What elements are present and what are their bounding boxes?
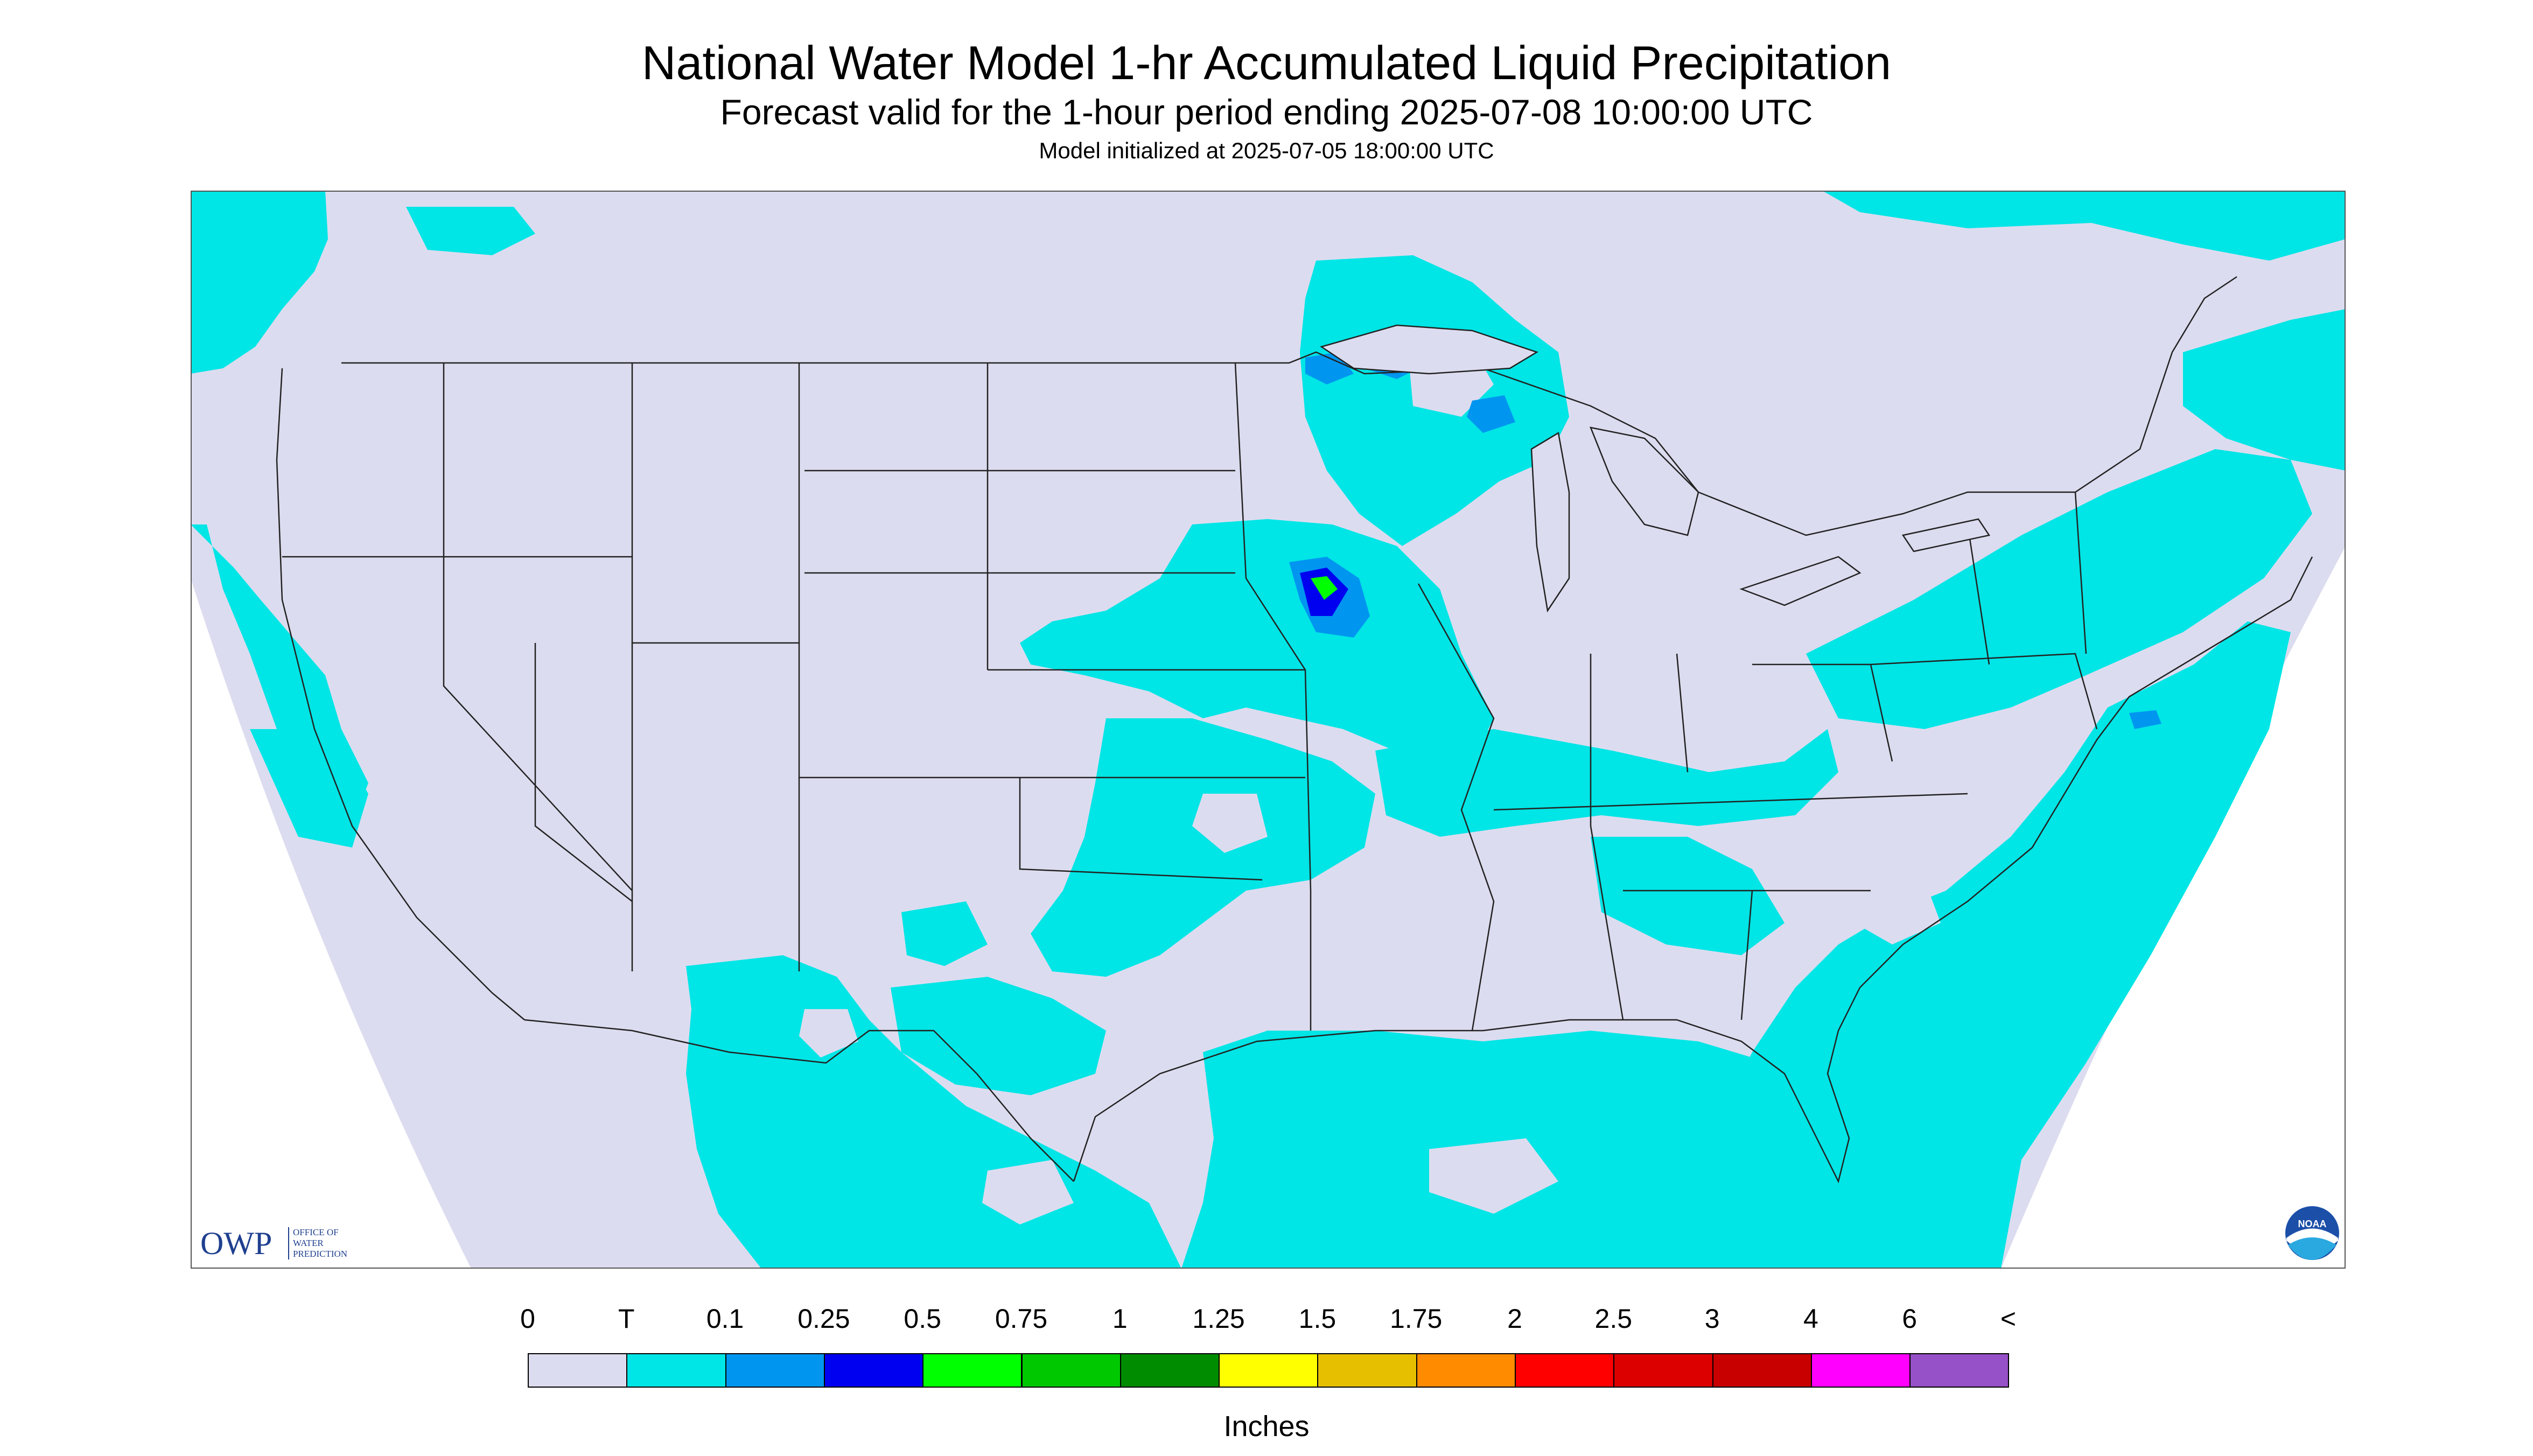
legend-label: 1: [1112, 1304, 1128, 1334]
boundaries: [276, 276, 2313, 1184]
precip-heavy: [1300, 568, 1348, 616]
precip-light: [191, 191, 2346, 1269]
legend-label: 2.5: [1594, 1304, 1633, 1334]
legend-swatch: [1810, 1353, 1911, 1388]
legend-swatch: [1317, 1353, 1417, 1388]
legend-units: Inches: [1223, 1410, 1310, 1443]
owp-logo: OWP OFFICE OF WATER PREDICTION: [200, 1226, 347, 1261]
legend-label: 0.25: [797, 1304, 850, 1334]
precipitation-map: OWP OFFICE OF WATER PREDICTION NOAA: [191, 191, 2346, 1269]
legend-label: 1.75: [1390, 1304, 1443, 1334]
legend-swatch: [1416, 1353, 1516, 1388]
legend-label: 0.5: [904, 1304, 941, 1334]
map-subtitle: Forecast valid for the 1-hour period end…: [720, 92, 1813, 132]
owp-logo-mark: OWP: [200, 1226, 272, 1261]
legend-swatch: [1712, 1353, 1812, 1388]
legend-label: 0.75: [995, 1304, 1048, 1334]
legend-swatch: [1515, 1353, 1615, 1388]
model-init-text: Model initialized at 2025-07-05 18:00:00…: [1039, 138, 1494, 163]
legend-swatch: [1021, 1353, 1121, 1388]
legend-label: T: [618, 1304, 635, 1334]
legend-label: 6: [1902, 1304, 1918, 1334]
legend-swatch: [823, 1353, 924, 1388]
map-title: National Water Model 1-hr Accumulated Li…: [641, 36, 1892, 89]
owp-logo-text-3: PREDICTION: [293, 1249, 347, 1259]
legend-label: 0: [520, 1304, 535, 1334]
legend-label: 2: [1507, 1304, 1522, 1334]
noaa-logo-text: NOAA: [2298, 1219, 2327, 1229]
precip-gaps: [799, 347, 1941, 1224]
noaa-logo: NOAA: [2285, 1206, 2339, 1260]
legend-swatch: [528, 1353, 628, 1388]
legend-label: 1.5: [1298, 1304, 1337, 1334]
great-lakes: [1320, 324, 1991, 613]
legend-swatch: [725, 1353, 825, 1388]
legend-swatch: [1613, 1353, 1713, 1388]
legend-swatch: [626, 1353, 726, 1388]
legend-label: 0.1: [706, 1304, 744, 1334]
legend-swatch: [922, 1353, 1023, 1388]
legend-label: <: [2000, 1304, 2017, 1334]
legend-label: 4: [1803, 1304, 1818, 1334]
legend-label: 3: [1704, 1304, 1720, 1334]
legend-swatch: [1119, 1353, 1220, 1388]
legend-swatch: [1909, 1353, 2010, 1388]
legend-swatch: [1219, 1353, 1319, 1388]
owp-logo-text-1: OFFICE OF: [293, 1227, 339, 1237]
legend-label: 1.25: [1192, 1304, 1245, 1334]
owp-logo-text-2: WATER: [293, 1238, 324, 1248]
